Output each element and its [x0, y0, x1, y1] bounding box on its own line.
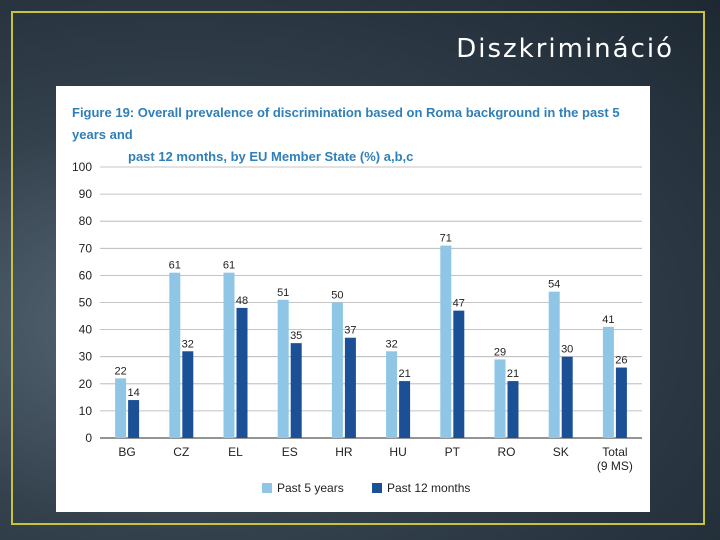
slide-title: Diszkrimináció [456, 34, 674, 64]
data-label: 21 [398, 368, 410, 380]
y-tick-label: 0 [85, 431, 92, 445]
legend-label-past-5-years: Past 5 years [277, 481, 344, 495]
data-label: 21 [507, 368, 519, 380]
bar-past-5-years [169, 272, 181, 438]
x-tick-label: SK [553, 445, 569, 459]
y-tick-label: 50 [79, 296, 93, 310]
bar-past-12-months [507, 381, 519, 438]
data-label: 61 [223, 260, 235, 272]
legend-swatch-past-12-months [372, 483, 382, 493]
bar-past-5-years [115, 378, 127, 438]
x-tick-label: RO [498, 445, 516, 459]
y-tick-label: 40 [79, 323, 93, 337]
data-label: 54 [548, 279, 560, 291]
y-tick-label: 70 [79, 241, 93, 255]
bar-past-12-months [615, 367, 627, 438]
bar-past-12-months [453, 310, 465, 438]
bar-past-12-months [236, 307, 248, 438]
x-tick-label: Total [602, 445, 627, 459]
x-tick-sublabel: (9 MS) [597, 459, 633, 473]
data-label: 30 [561, 344, 573, 356]
data-label: 48 [236, 295, 248, 307]
data-label: 26 [615, 355, 627, 367]
bar-past-12-months [344, 337, 356, 438]
bar-past-5-years [223, 272, 235, 438]
x-tick-label: HU [389, 445, 406, 459]
x-tick-label: HR [335, 445, 353, 459]
data-label: 51 [277, 287, 289, 299]
data-label: 61 [169, 260, 181, 272]
y-tick-label: 30 [79, 350, 93, 364]
bar-past-5-years [602, 326, 614, 438]
data-label: 47 [453, 298, 465, 310]
bar-past-12-months [290, 343, 302, 438]
y-tick-label: 20 [79, 377, 93, 391]
bar-past-12-months [182, 351, 194, 438]
bar-past-5-years [440, 245, 452, 438]
data-label: 35 [290, 330, 302, 342]
data-label: 29 [494, 346, 506, 358]
legend-swatch-past-5-years [262, 483, 272, 493]
data-label: 14 [127, 387, 139, 399]
bar-past-5-years [494, 359, 506, 438]
y-tick-label: 80 [79, 214, 93, 228]
data-label: 71 [440, 233, 452, 245]
data-label: 22 [114, 365, 126, 377]
data-label: 32 [182, 338, 194, 350]
x-tick-label: BG [118, 445, 135, 459]
bar-past-5-years [277, 299, 289, 438]
bar-past-12-months [399, 381, 411, 438]
y-tick-label: 90 [79, 187, 93, 201]
figure-title: Figure 19: Overall prevalence of discrim… [72, 102, 632, 168]
x-tick-label: CZ [173, 445, 189, 459]
bar-past-5-years [331, 302, 343, 438]
figure-panel: 0 10 20 30 40 50 60 70 80 90 100 22 14 BG 61 32 CZ 61 48 EL… [56, 86, 650, 512]
bar-past-5-years [548, 291, 560, 438]
y-tick-label: 60 [79, 268, 93, 282]
y-tick-label: 100 [72, 160, 92, 174]
data-label: 41 [602, 314, 614, 326]
bar-past-12-months [128, 400, 140, 438]
figure-title-line-2: past 12 months, by EU Member State (%) a… [128, 149, 414, 164]
x-tick-label: EL [228, 445, 243, 459]
figure-title-line-1: Figure 19: Overall prevalence of discrim… [72, 105, 620, 142]
legend-label-past-12-months: Past 12 months [387, 481, 470, 495]
data-label: 50 [331, 290, 343, 302]
bar-past-5-years [386, 351, 398, 438]
data-label: 32 [385, 338, 397, 350]
x-tick-label: PT [445, 445, 461, 459]
slide-frame [11, 11, 705, 525]
y-tick-label: 10 [79, 404, 93, 418]
data-label: 37 [344, 325, 356, 337]
bar-past-12-months [561, 356, 573, 438]
x-tick-label: ES [282, 445, 298, 459]
